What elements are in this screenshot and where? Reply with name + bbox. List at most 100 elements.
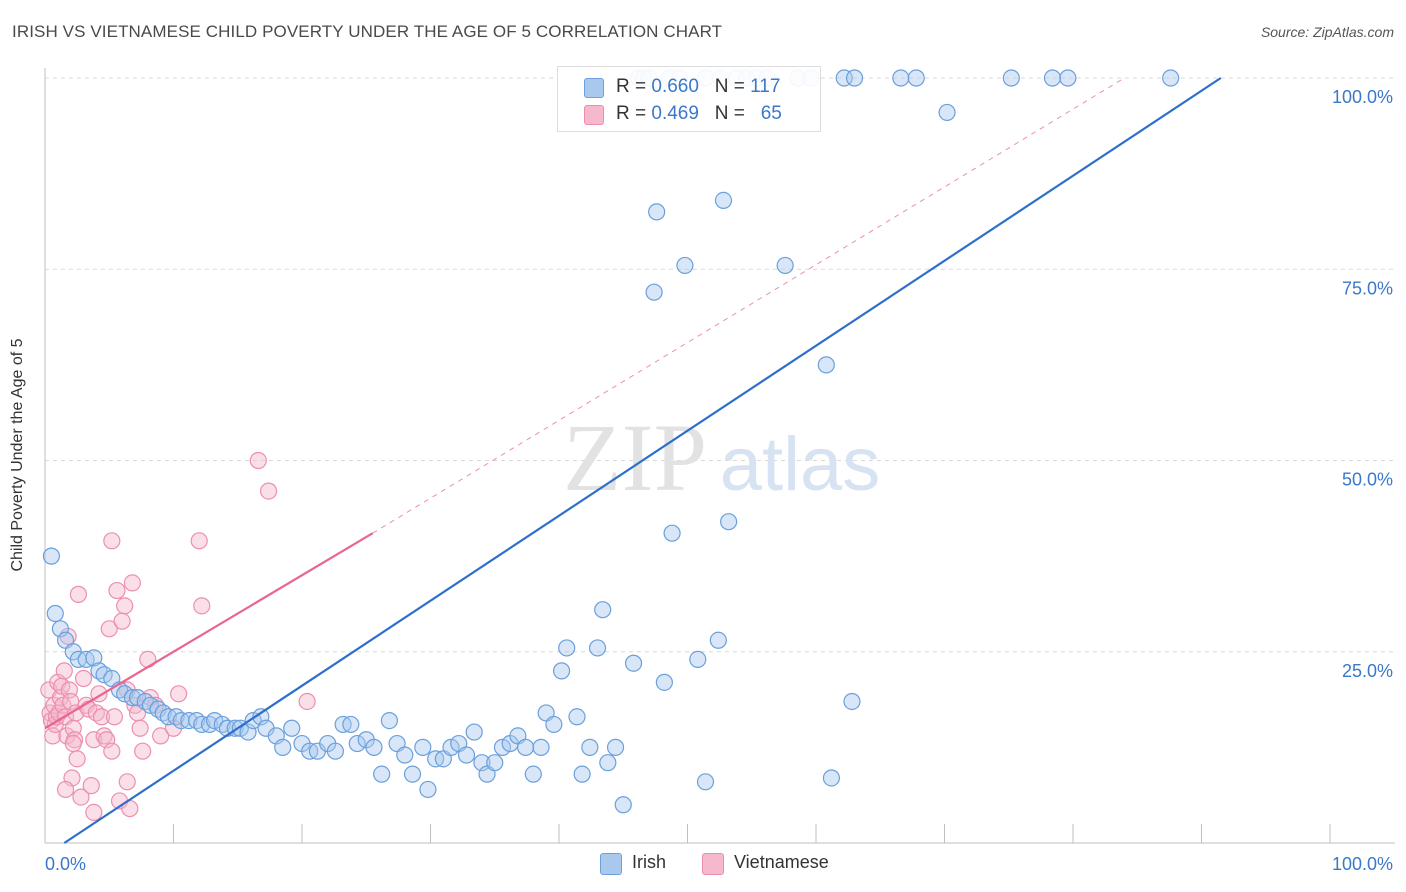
vietnamese-point <box>85 803 103 822</box>
irish-point <box>532 738 550 756</box>
vietnamese-point <box>74 669 93 688</box>
irish-point <box>493 738 512 756</box>
vietnamese-point <box>72 788 90 806</box>
vietnamese-point <box>139 650 157 669</box>
legend-vietnamese-r: 0.469 <box>651 103 699 124</box>
irish-point <box>524 765 542 783</box>
vietnamese-point <box>82 777 100 795</box>
irish-point <box>1162 69 1180 87</box>
watermark: ZIP atlas <box>563 404 880 511</box>
vietnamese-trend-extension <box>372 77 1125 534</box>
irish-point <box>342 715 360 734</box>
irish-point <box>938 103 956 122</box>
irish-point <box>348 734 366 753</box>
irish-point <box>373 765 391 783</box>
vietnamese-trend-line <box>44 532 374 730</box>
source-label: Source: ZipAtlas.com <box>1260 24 1394 40</box>
vietnamese-point <box>116 597 134 615</box>
irish-point <box>663 524 681 542</box>
irish-point <box>892 69 910 87</box>
vietnamese-point <box>131 719 149 737</box>
irish-trend-line <box>63 77 1222 844</box>
irish-point <box>696 773 715 791</box>
bottom-legend-label-vietnamese: Vietnamese <box>734 852 829 872</box>
irish-point <box>283 719 301 737</box>
vietnamese-point <box>92 708 111 726</box>
bottom-legend-swatch-vietnamese <box>702 853 724 875</box>
vietnamese-point <box>68 750 86 768</box>
vietnamese-point <box>170 685 188 703</box>
vietnamese-point <box>190 532 208 550</box>
x-tick-label: 100.0% <box>1332 854 1393 874</box>
irish-point <box>655 673 673 691</box>
chart-title: IRISH VS VIETNAMESE CHILD POVERTY UNDER … <box>12 22 723 41</box>
irish-point <box>588 639 607 657</box>
irish-point <box>274 738 292 756</box>
vietnamese-point <box>152 727 170 745</box>
bottom-legend-swatch-irish <box>600 853 622 875</box>
vietnamese-point <box>298 692 316 711</box>
irish-point <box>776 256 794 275</box>
watermark-atlas: atlas <box>720 422 881 507</box>
irish-point <box>465 723 483 741</box>
y-tick-label: 100.0% <box>1332 87 1393 107</box>
irish-point <box>907 69 925 87</box>
irish-point <box>206 711 224 730</box>
irish-point <box>457 746 476 764</box>
irish-point <box>1059 69 1077 87</box>
vietnamese-point <box>193 597 211 615</box>
irish-point <box>648 203 666 221</box>
legend-irish-r: 0.660 <box>651 76 699 97</box>
irish-point <box>380 711 398 730</box>
vietnamese-point <box>100 620 118 638</box>
irish-point <box>822 769 841 787</box>
vietnamese-point <box>134 742 152 760</box>
axes <box>44 68 1395 844</box>
x-tick-label: 0.0% <box>45 854 86 874</box>
vietnamese-point <box>55 662 73 680</box>
legend-swatch-vietnamese <box>584 105 604 125</box>
y-tick-label: 50.0% <box>1342 470 1393 490</box>
irish-point <box>1043 69 1062 87</box>
irish-point <box>128 689 147 707</box>
irish-point <box>845 69 864 87</box>
legend-r-label: R = <box>616 103 652 124</box>
vietnamese-point <box>64 734 82 753</box>
irish-point <box>419 780 437 799</box>
irish-point <box>568 708 586 726</box>
vietnamese-point <box>108 581 126 600</box>
legend-vietnamese-n: 65 <box>760 103 782 124</box>
irish-point <box>442 738 460 756</box>
irish-point <box>573 765 591 783</box>
tick-labels: 100.0% 75.0% 50.0% 25.0% 0.0% 100.0% <box>45 87 1393 874</box>
vietnamese-point <box>56 780 75 799</box>
irish-point <box>552 662 571 680</box>
vietnamese-point <box>103 532 121 550</box>
trend-lines <box>44 77 1222 844</box>
vietnamese-points <box>40 451 316 822</box>
vietnamese-point <box>103 742 121 760</box>
irish-point <box>689 650 707 669</box>
bottom-legend-label-irish: Irish <box>632 852 667 872</box>
irish-point <box>843 692 861 711</box>
irish-point <box>141 696 159 714</box>
irish-point <box>116 685 134 703</box>
irish-point <box>581 738 599 756</box>
legend-swatch-irish <box>584 78 604 98</box>
vietnamese-point <box>85 731 103 749</box>
grid-lines <box>45 77 1395 653</box>
legend-n-label: N = <box>714 103 751 124</box>
irish-point <box>645 283 663 301</box>
irish-point <box>403 765 422 783</box>
irish-point <box>85 649 103 667</box>
legend: R = 0.660 N = 117 R = 0.469 N = 65 <box>557 66 821 132</box>
irish-point <box>42 547 61 565</box>
irish-point <box>676 256 694 275</box>
y-tick-label: 25.0% <box>1342 661 1393 681</box>
irish-point <box>594 601 612 619</box>
vietnamese-point <box>105 708 123 726</box>
irish-point <box>714 191 733 209</box>
irish-point <box>326 742 345 760</box>
watermark-zip: ZIP <box>563 404 707 511</box>
irish-point <box>614 796 632 814</box>
